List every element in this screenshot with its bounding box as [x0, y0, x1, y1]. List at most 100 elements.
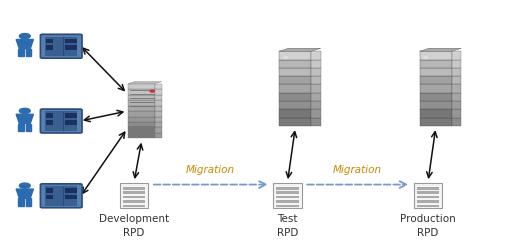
Bar [419, 109, 452, 118]
Bar [45, 111, 77, 131]
Circle shape [19, 34, 30, 39]
Polygon shape [419, 48, 461, 51]
Polygon shape [128, 82, 162, 84]
Circle shape [19, 183, 30, 188]
Bar [452, 59, 461, 68]
Bar [311, 68, 321, 76]
Polygon shape [16, 189, 33, 195]
Bar [46, 195, 53, 199]
Text: Migration: Migration [333, 165, 382, 175]
Bar [65, 188, 77, 193]
Polygon shape [18, 46, 31, 49]
Bar [311, 93, 321, 101]
Bar [311, 59, 321, 68]
Bar [419, 118, 452, 126]
Bar [276, 200, 299, 203]
Bar [417, 187, 439, 190]
Bar [65, 120, 77, 124]
Bar [311, 118, 321, 126]
Bar [128, 128, 155, 133]
Bar [279, 118, 311, 126]
Bar [311, 76, 321, 84]
Bar [452, 118, 461, 126]
Polygon shape [16, 40, 33, 46]
Bar [155, 128, 162, 133]
Bar [128, 89, 155, 94]
Bar [417, 196, 439, 198]
Bar [419, 93, 452, 101]
Bar [276, 187, 299, 190]
Bar [452, 51, 461, 59]
Bar [155, 111, 162, 116]
Text: Test
RPD: Test RPD [277, 214, 298, 238]
Bar [279, 109, 311, 118]
Bar [419, 51, 452, 59]
Bar [279, 59, 311, 68]
Bar [65, 45, 77, 50]
Polygon shape [18, 120, 31, 124]
Bar [45, 37, 77, 56]
Bar [128, 106, 155, 111]
Polygon shape [18, 49, 24, 56]
Bar [46, 188, 53, 193]
Bar [417, 205, 439, 207]
Circle shape [283, 56, 288, 58]
Bar [155, 94, 162, 100]
Bar [123, 200, 145, 203]
Bar [276, 192, 299, 194]
Bar [279, 76, 311, 84]
Bar [155, 116, 162, 122]
Bar [155, 89, 162, 94]
FancyBboxPatch shape [40, 184, 82, 208]
Bar [311, 51, 321, 59]
Bar [128, 116, 155, 122]
Bar [46, 120, 53, 124]
Bar [123, 187, 145, 190]
Bar [123, 205, 145, 207]
Bar [452, 68, 461, 76]
Bar [65, 195, 77, 199]
Bar [46, 45, 53, 50]
Bar [311, 109, 321, 118]
Bar [123, 192, 145, 194]
Polygon shape [26, 124, 31, 131]
Bar [128, 84, 155, 89]
Bar [419, 84, 452, 93]
FancyBboxPatch shape [40, 34, 82, 58]
Polygon shape [26, 49, 31, 56]
Bar [452, 84, 461, 93]
Bar [279, 84, 311, 93]
Bar [46, 113, 53, 118]
Bar [414, 183, 442, 208]
Polygon shape [18, 195, 31, 198]
Bar [311, 101, 321, 109]
Polygon shape [279, 48, 321, 51]
Bar [155, 84, 162, 89]
Bar [273, 183, 302, 208]
Bar [452, 109, 461, 118]
Bar [46, 39, 53, 43]
Bar [128, 133, 155, 138]
Bar [65, 39, 77, 43]
Bar [279, 101, 311, 109]
Bar [311, 84, 321, 93]
Bar [45, 186, 77, 205]
FancyBboxPatch shape [40, 109, 82, 133]
Bar [65, 113, 77, 118]
Bar [155, 133, 162, 138]
Polygon shape [18, 124, 24, 131]
Bar [419, 59, 452, 68]
Bar [279, 93, 311, 101]
Polygon shape [26, 198, 31, 206]
Bar [128, 122, 155, 128]
Bar [417, 200, 439, 203]
Bar [128, 94, 155, 100]
Polygon shape [18, 198, 24, 206]
Text: Production
RPD: Production RPD [400, 214, 456, 238]
Bar [128, 100, 155, 106]
Bar [419, 68, 452, 76]
Polygon shape [16, 114, 33, 120]
Text: Migration: Migration [186, 165, 235, 175]
Bar [452, 101, 461, 109]
Bar [279, 68, 311, 76]
